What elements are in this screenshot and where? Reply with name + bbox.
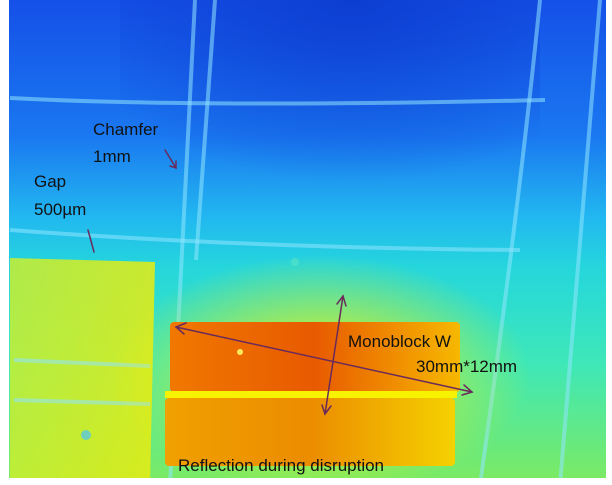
caption-strip <box>0 478 612 485</box>
spot <box>291 258 299 266</box>
width-arrowhead-left <box>174 322 187 335</box>
chamfer-label: Chamfer <box>93 120 159 139</box>
chamfer-pointer <box>164 149 177 169</box>
warm-region-left <box>10 258 155 485</box>
gap-pointer <box>87 229 95 253</box>
tile-separator <box>165 391 457 398</box>
monoblock-dimensions: 30mm*12mm <box>416 357 518 376</box>
spot <box>237 349 243 355</box>
spot <box>81 430 91 440</box>
image-caption: Reflection during disruption <box>178 456 385 475</box>
width-arrowhead-right <box>461 384 474 396</box>
height-arrowhead-top <box>336 294 347 307</box>
gap-value: 500µm <box>34 200 87 219</box>
chamfer-arrowhead <box>169 160 177 170</box>
width-dimension-arrow <box>175 326 473 393</box>
height-dimension-arrow <box>324 295 344 415</box>
left-border <box>0 0 9 485</box>
chamfer-value: 1mm <box>93 147 131 166</box>
monoblock-tile-lower <box>165 398 455 466</box>
monoblock-label: Monoblock W <box>348 332 451 351</box>
gap-label: Gap <box>34 172 67 191</box>
height-arrowhead-bottom <box>321 404 332 416</box>
right-border <box>606 0 612 485</box>
annotation-arrows <box>87 149 474 416</box>
